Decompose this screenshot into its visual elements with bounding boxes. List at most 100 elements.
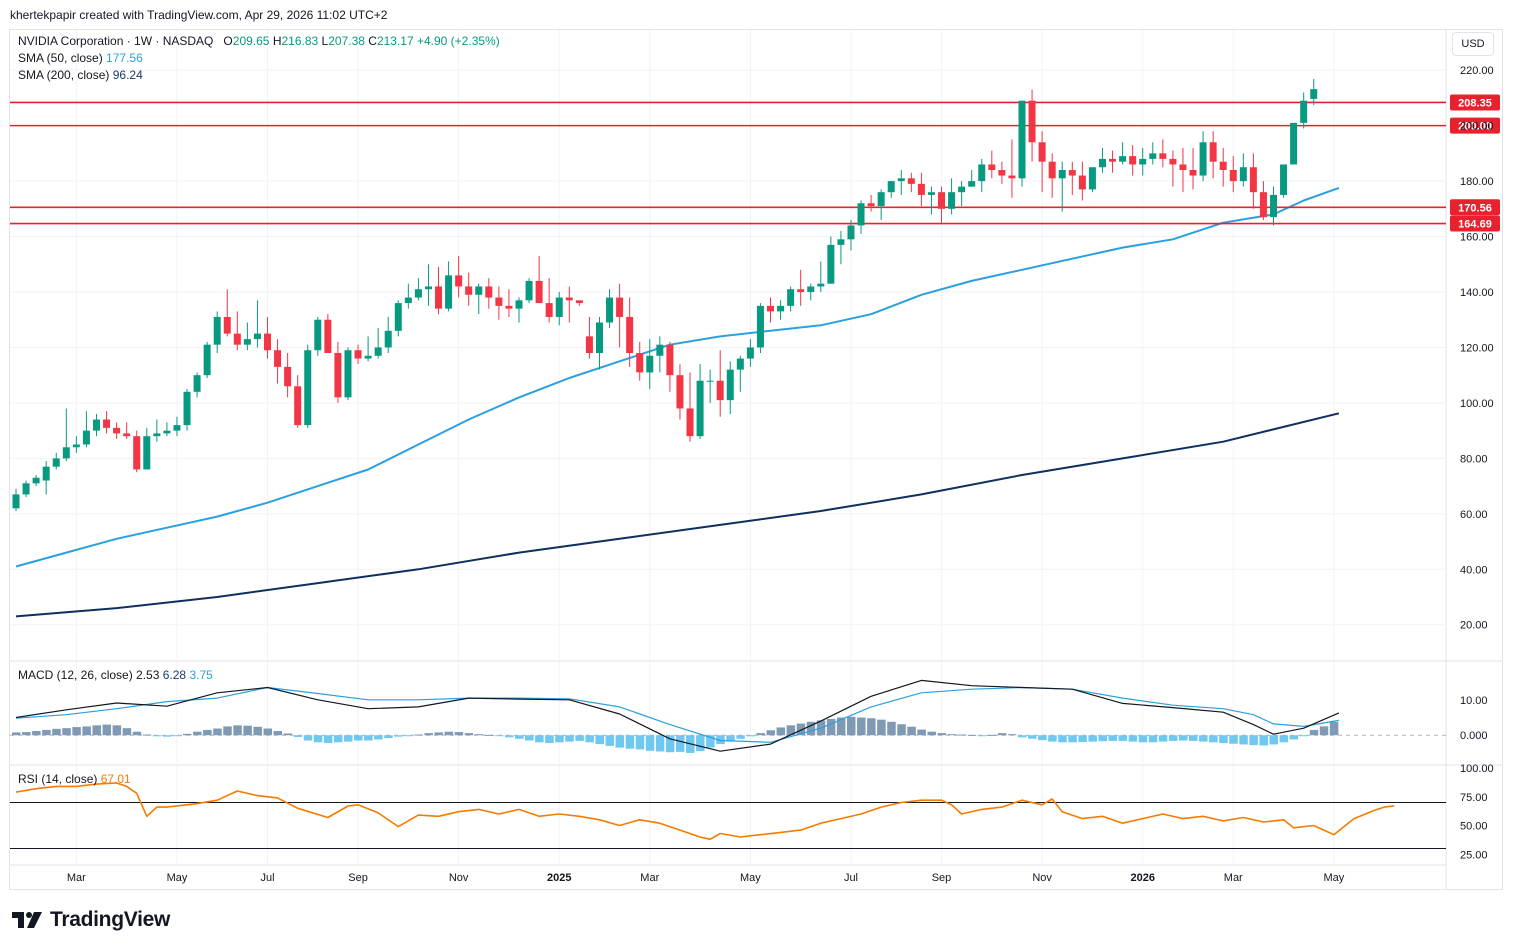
legend-macd[interactable]: MACD (12, 26, close) 2.53 6.28 3.75 bbox=[18, 667, 213, 684]
candle-body-up bbox=[364, 355, 372, 359]
candle-body-down bbox=[867, 203, 875, 207]
candle-body-down bbox=[1259, 192, 1267, 218]
candle-body-up bbox=[1280, 164, 1288, 195]
rsi-line bbox=[15, 782, 1395, 841]
tradingview-logo[interactable]: TradingView bbox=[12, 908, 170, 932]
price-axis-tick: 20.00 bbox=[1460, 620, 1488, 632]
macd-histogram-bar bbox=[1178, 735, 1188, 741]
legend-sma50-row[interactable]: SMA (50, close) 177.56 bbox=[18, 50, 500, 67]
time-axis-label: 2026 bbox=[1130, 872, 1154, 884]
time-axis-label: Mar bbox=[1224, 872, 1243, 884]
macd-histogram-bar bbox=[1028, 735, 1037, 739]
macd-histogram-bar bbox=[92, 725, 101, 736]
macd-histogram-bar bbox=[333, 735, 343, 743]
legend-rsi-label: RSI (14, close) bbox=[18, 772, 98, 786]
currency-button[interactable]: USD bbox=[1452, 32, 1494, 56]
candle-body-up bbox=[1300, 100, 1308, 123]
candle-body-up bbox=[445, 275, 453, 309]
macd-histogram-bar bbox=[504, 735, 514, 738]
macd-layer bbox=[10, 679, 1446, 753]
candle-body-up bbox=[1239, 167, 1247, 182]
macd-histogram-bar bbox=[1319, 726, 1329, 736]
candle-body-down bbox=[676, 375, 684, 409]
candle-body-down bbox=[223, 316, 231, 334]
macd-histogram-bar bbox=[957, 734, 967, 736]
tradingview-logo-text: TradingView bbox=[50, 908, 171, 931]
candle-body-down bbox=[123, 433, 131, 437]
macd-histogram-bar bbox=[947, 734, 957, 736]
candle-body-up bbox=[555, 297, 563, 317]
macd-histogram-bar bbox=[1048, 735, 1057, 742]
candle-body-down bbox=[354, 350, 362, 359]
candle-body-up bbox=[948, 192, 956, 209]
sma50-line bbox=[15, 186, 1340, 568]
macd-histogram-bar bbox=[786, 725, 796, 736]
legend-rsi[interactable]: RSI (14, close) 67.01 bbox=[18, 771, 131, 788]
macd-histogram-bar bbox=[454, 732, 464, 736]
macd-histogram-bar bbox=[706, 735, 715, 748]
candle-body-up bbox=[243, 339, 251, 345]
macd-histogram-bar bbox=[1007, 734, 1017, 736]
candle-body-down bbox=[133, 436, 141, 470]
macd-histogram-bar bbox=[937, 733, 947, 736]
grid-layer bbox=[10, 30, 1503, 889]
macd-histogram-bar bbox=[293, 735, 303, 737]
sma200-layer bbox=[15, 412, 1340, 618]
macd-histogram-bar bbox=[464, 733, 474, 736]
macd-histogram-bar bbox=[424, 733, 433, 736]
candle-body-up bbox=[384, 330, 392, 348]
legend-sma200-row[interactable]: SMA (200, close) 96.24 bbox=[18, 67, 500, 84]
candle-body-up bbox=[787, 289, 795, 306]
macd-histogram-bar bbox=[826, 718, 836, 736]
macd-histogram-bar bbox=[806, 721, 816, 736]
candle-body-down bbox=[324, 319, 332, 353]
macd-histogram-bar bbox=[836, 717, 846, 736]
legend-low-value: 207.38 bbox=[328, 34, 365, 48]
macd-histogram-bar bbox=[62, 728, 71, 736]
macd-histogram-bar bbox=[746, 735, 755, 737]
candle-body-down bbox=[636, 353, 644, 373]
level-layer: 208.35 200.00 170.56 164.69 bbox=[10, 94, 1500, 232]
macd-histogram-bar bbox=[887, 721, 896, 736]
macd-histogram-bar bbox=[1189, 735, 1198, 741]
legend-o-label: O bbox=[223, 34, 233, 48]
candle-body-up bbox=[958, 186, 966, 193]
macd-histogram-bar bbox=[1199, 735, 1208, 742]
candle-body-up bbox=[253, 333, 261, 340]
macd-histogram-bar bbox=[1068, 735, 1077, 743]
price-axis-tick: 80.00 bbox=[1460, 453, 1488, 465]
macd-histogram-bar bbox=[857, 717, 866, 736]
macd-histogram-bar bbox=[1038, 735, 1047, 741]
macd-histogram-bar bbox=[1168, 735, 1178, 741]
candle-body-down bbox=[113, 427, 121, 434]
price-axis-tick: 180.00 bbox=[1460, 176, 1494, 188]
macd-histogram-bar bbox=[867, 718, 876, 736]
macd-histogram-bar bbox=[997, 733, 1007, 736]
level-price-label: 164.69 bbox=[1458, 219, 1492, 231]
candle-body-down bbox=[1229, 170, 1237, 182]
candle-body-down bbox=[938, 192, 946, 209]
candle-body-up bbox=[927, 192, 935, 195]
candle-body-up bbox=[344, 350, 352, 398]
candle-body-up bbox=[92, 419, 100, 431]
time-axis-label: Sep bbox=[932, 872, 952, 884]
tradingview-logo-icon bbox=[12, 912, 42, 928]
macd-axis-tick: 10.00 bbox=[1460, 695, 1488, 707]
candle-body-down bbox=[1008, 175, 1016, 179]
time-axis-label: Sep bbox=[348, 872, 368, 884]
candle-body-down bbox=[716, 380, 724, 401]
legend-sma200-value: 96.24 bbox=[112, 68, 143, 82]
macd-histogram-bar bbox=[1269, 735, 1278, 745]
macd-histogram-bar bbox=[132, 731, 142, 736]
candle-body-down bbox=[626, 316, 634, 353]
macd-histogram-bar bbox=[665, 735, 675, 753]
legend-ohlc-row: NVIDIA Corporation · 1W · NASDAQ O209.65… bbox=[18, 33, 500, 50]
macd-histogram-bar bbox=[263, 728, 272, 736]
macd-histogram-bar bbox=[313, 735, 323, 743]
candle-body-up bbox=[1018, 100, 1026, 179]
macd-histogram-bar bbox=[1219, 735, 1228, 744]
macd-line bbox=[15, 679, 1340, 752]
candle-body-up bbox=[897, 178, 905, 182]
candle-body-down bbox=[1078, 175, 1086, 190]
